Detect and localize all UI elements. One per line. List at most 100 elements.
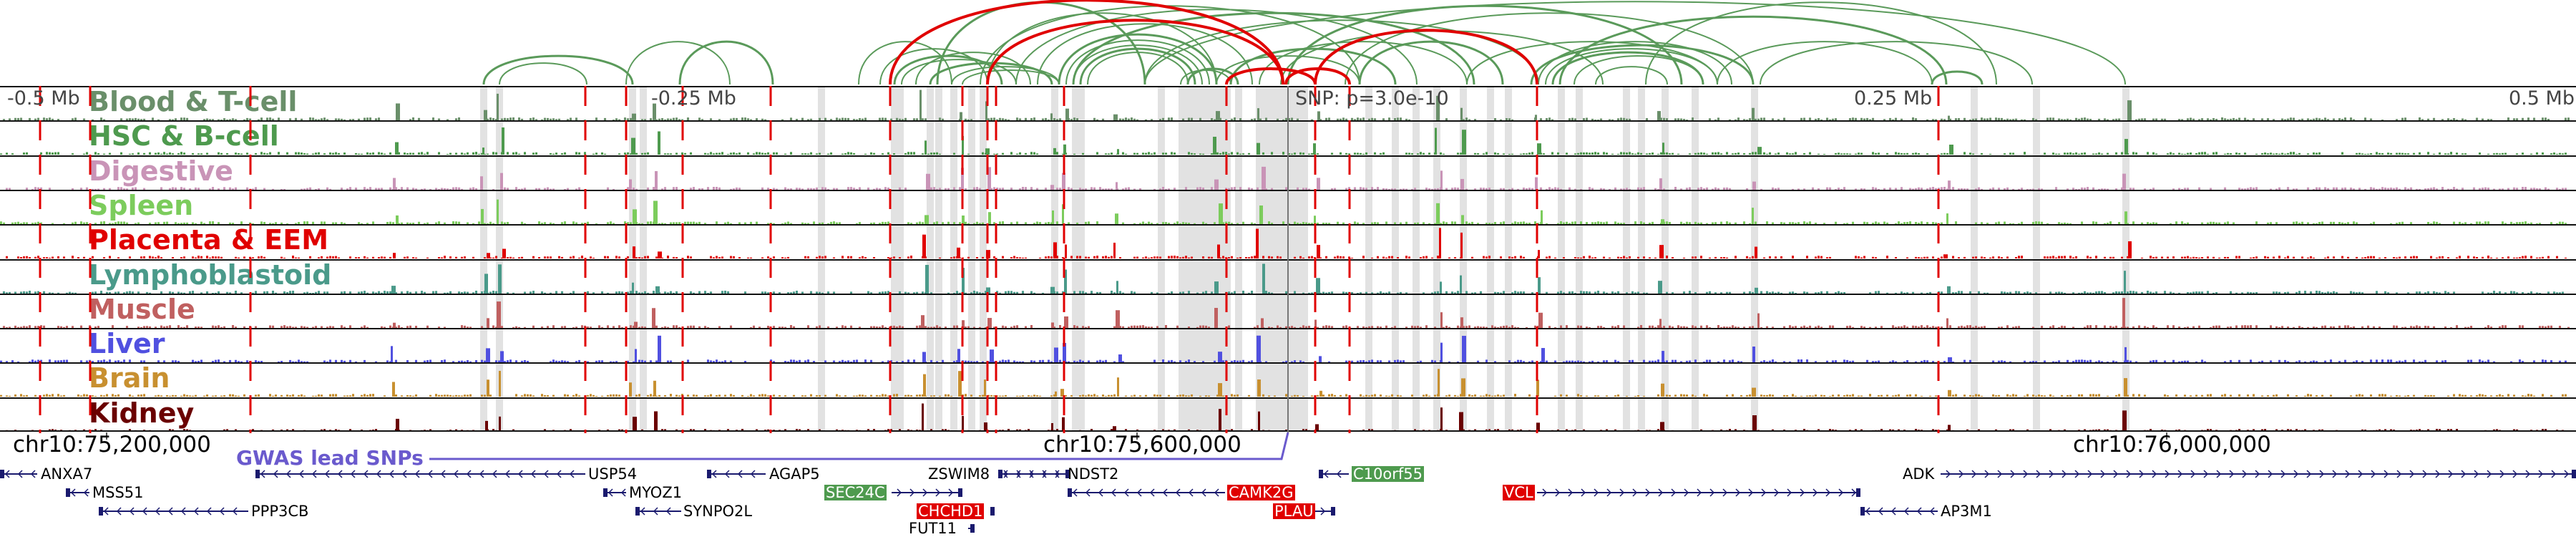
gene-ndst2[interactable]: [998, 470, 1065, 478]
gene-label[interactable]: SEC24C: [824, 484, 887, 501]
gene-camk2g[interactable]: [1068, 488, 1225, 497]
gene-myoz1[interactable]: [603, 488, 626, 497]
signal-peak: [1541, 348, 1545, 363]
loop-arc: [1087, 52, 1189, 85]
loop-arc: [1595, 66, 1668, 85]
signal-peak: [1460, 316, 1463, 328]
track-label: Blood & T-cell: [89, 86, 298, 117]
track-label: HSC & B-cell: [89, 120, 279, 153]
gene-synpo2l[interactable]: [635, 507, 681, 516]
signal-peak: [985, 148, 990, 155]
signal-peak: [1213, 137, 1216, 155]
gene-usp54[interactable]: [255, 470, 585, 478]
signal-peak: [1536, 379, 1539, 397]
gene-label[interactable]: MYOZ1: [629, 484, 683, 501]
signal-peak: [962, 136, 964, 155]
gene-label[interactable]: ZSWIM8: [928, 465, 990, 483]
exon: [1331, 507, 1335, 516]
signal-peak: [1314, 319, 1317, 328]
gene-label[interactable]: AP3M1: [1941, 503, 1992, 520]
gene-label[interactable]: USP54: [588, 465, 638, 483]
loop-arc: [1545, 48, 1718, 85]
track-label: Digestive: [89, 155, 233, 187]
signal-peak: [924, 215, 929, 224]
signal-peak: [1050, 286, 1055, 294]
gene-adk[interactable]: [1941, 470, 2576, 478]
gene-label[interactable]: PLAU: [1273, 503, 1315, 520]
strand-arrow-icon: [1072, 488, 1219, 497]
signal-peak: [658, 131, 660, 155]
loop-arc: [499, 62, 587, 85]
signal-peak: [1752, 387, 1756, 397]
signal-peak: [1116, 280, 1118, 294]
gene-c10orf55[interactable]: [1319, 470, 1349, 478]
gene-label[interactable]: FUT11: [909, 520, 957, 537]
signal-plot: [0, 369, 2567, 397]
gwas-snp-connector: [429, 432, 1289, 460]
gene-sec24c[interactable]: [892, 488, 962, 497]
gene-label[interactable]: ANXA7: [41, 465, 93, 483]
gene-label[interactable]: NDST2: [1068, 465, 1119, 483]
gene-vcl[interactable]: [1537, 488, 1860, 497]
signal-peak: [987, 317, 992, 328]
signal-peak: [1218, 352, 1222, 363]
signal-peak: [1262, 166, 1266, 190]
signal-peak: [1440, 342, 1443, 363]
gene-label[interactable]: C10orf55: [1352, 465, 1424, 483]
signal-peak: [658, 335, 661, 363]
signal-peak: [1757, 313, 1760, 328]
signal-peak: [481, 208, 484, 224]
signal-peak: [2124, 347, 2127, 363]
gene-label[interactable]: MSS51: [92, 484, 144, 501]
gene-label[interactable]: CHCHD1: [917, 503, 985, 520]
signal-peak: [984, 422, 987, 432]
signal-peak: [1219, 408, 1221, 432]
signal-peak: [634, 321, 638, 328]
signal-peak: [655, 286, 660, 294]
signal-peak: [653, 103, 656, 120]
loop-arc: [1079, 47, 1196, 85]
gene-label[interactable]: AGAP5: [769, 465, 820, 483]
track-spleen: Spleen: [0, 189, 2576, 224]
gene-anxa7[interactable]: [0, 470, 37, 478]
signal-peak: [653, 200, 658, 224]
loop-arc: [858, 41, 952, 85]
signal-peak: [654, 411, 658, 432]
signal-peak: [1217, 244, 1220, 259]
signal-peak: [502, 248, 506, 259]
gene-label[interactable]: ADK: [1903, 465, 1935, 483]
signal-peak: [655, 170, 658, 190]
loop-arc: [1216, 55, 1360, 85]
signal-peak: [500, 173, 503, 190]
signal-peak: [986, 250, 990, 259]
signal-peak: [1064, 316, 1068, 328]
signal-peak: [1948, 180, 1951, 190]
signal-peak: [962, 215, 965, 224]
gene-label[interactable]: SYNPO2L: [683, 503, 753, 520]
loop-arc: [1259, 41, 1468, 85]
strand-arrow-icon: [103, 507, 238, 516]
gene-fut11[interactable]: [968, 524, 975, 533]
gene-plau[interactable]: [1315, 507, 1335, 516]
gene-mss51[interactable]: [66, 488, 89, 497]
signal-baseline: [6, 256, 2567, 259]
gene-ppp3cb[interactable]: [99, 507, 248, 516]
exon: [1856, 488, 1860, 497]
gene-label[interactable]: PPP3CB: [251, 503, 309, 520]
signal-peak: [1440, 311, 1443, 328]
signal-peak: [960, 112, 962, 120]
gene-label[interactable]: CAMK2G: [1227, 484, 1295, 501]
loop-arc: [893, 54, 1003, 85]
gene-ap3m1[interactable]: [1860, 507, 1938, 516]
signal-peak: [392, 382, 395, 397]
signal-peak: [396, 103, 400, 120]
signal-peak: [1062, 204, 1064, 224]
signal-peak: [1113, 425, 1116, 432]
gene-chchd1[interactable]: [990, 507, 995, 516]
gene-agap5[interactable]: [707, 470, 766, 478]
gene-label[interactable]: VCL: [1503, 484, 1535, 501]
signal-peak: [480, 175, 483, 190]
signal-plot: [6, 403, 2564, 432]
signal-baseline: [6, 186, 2567, 190]
signal-peak: [1219, 203, 1223, 224]
